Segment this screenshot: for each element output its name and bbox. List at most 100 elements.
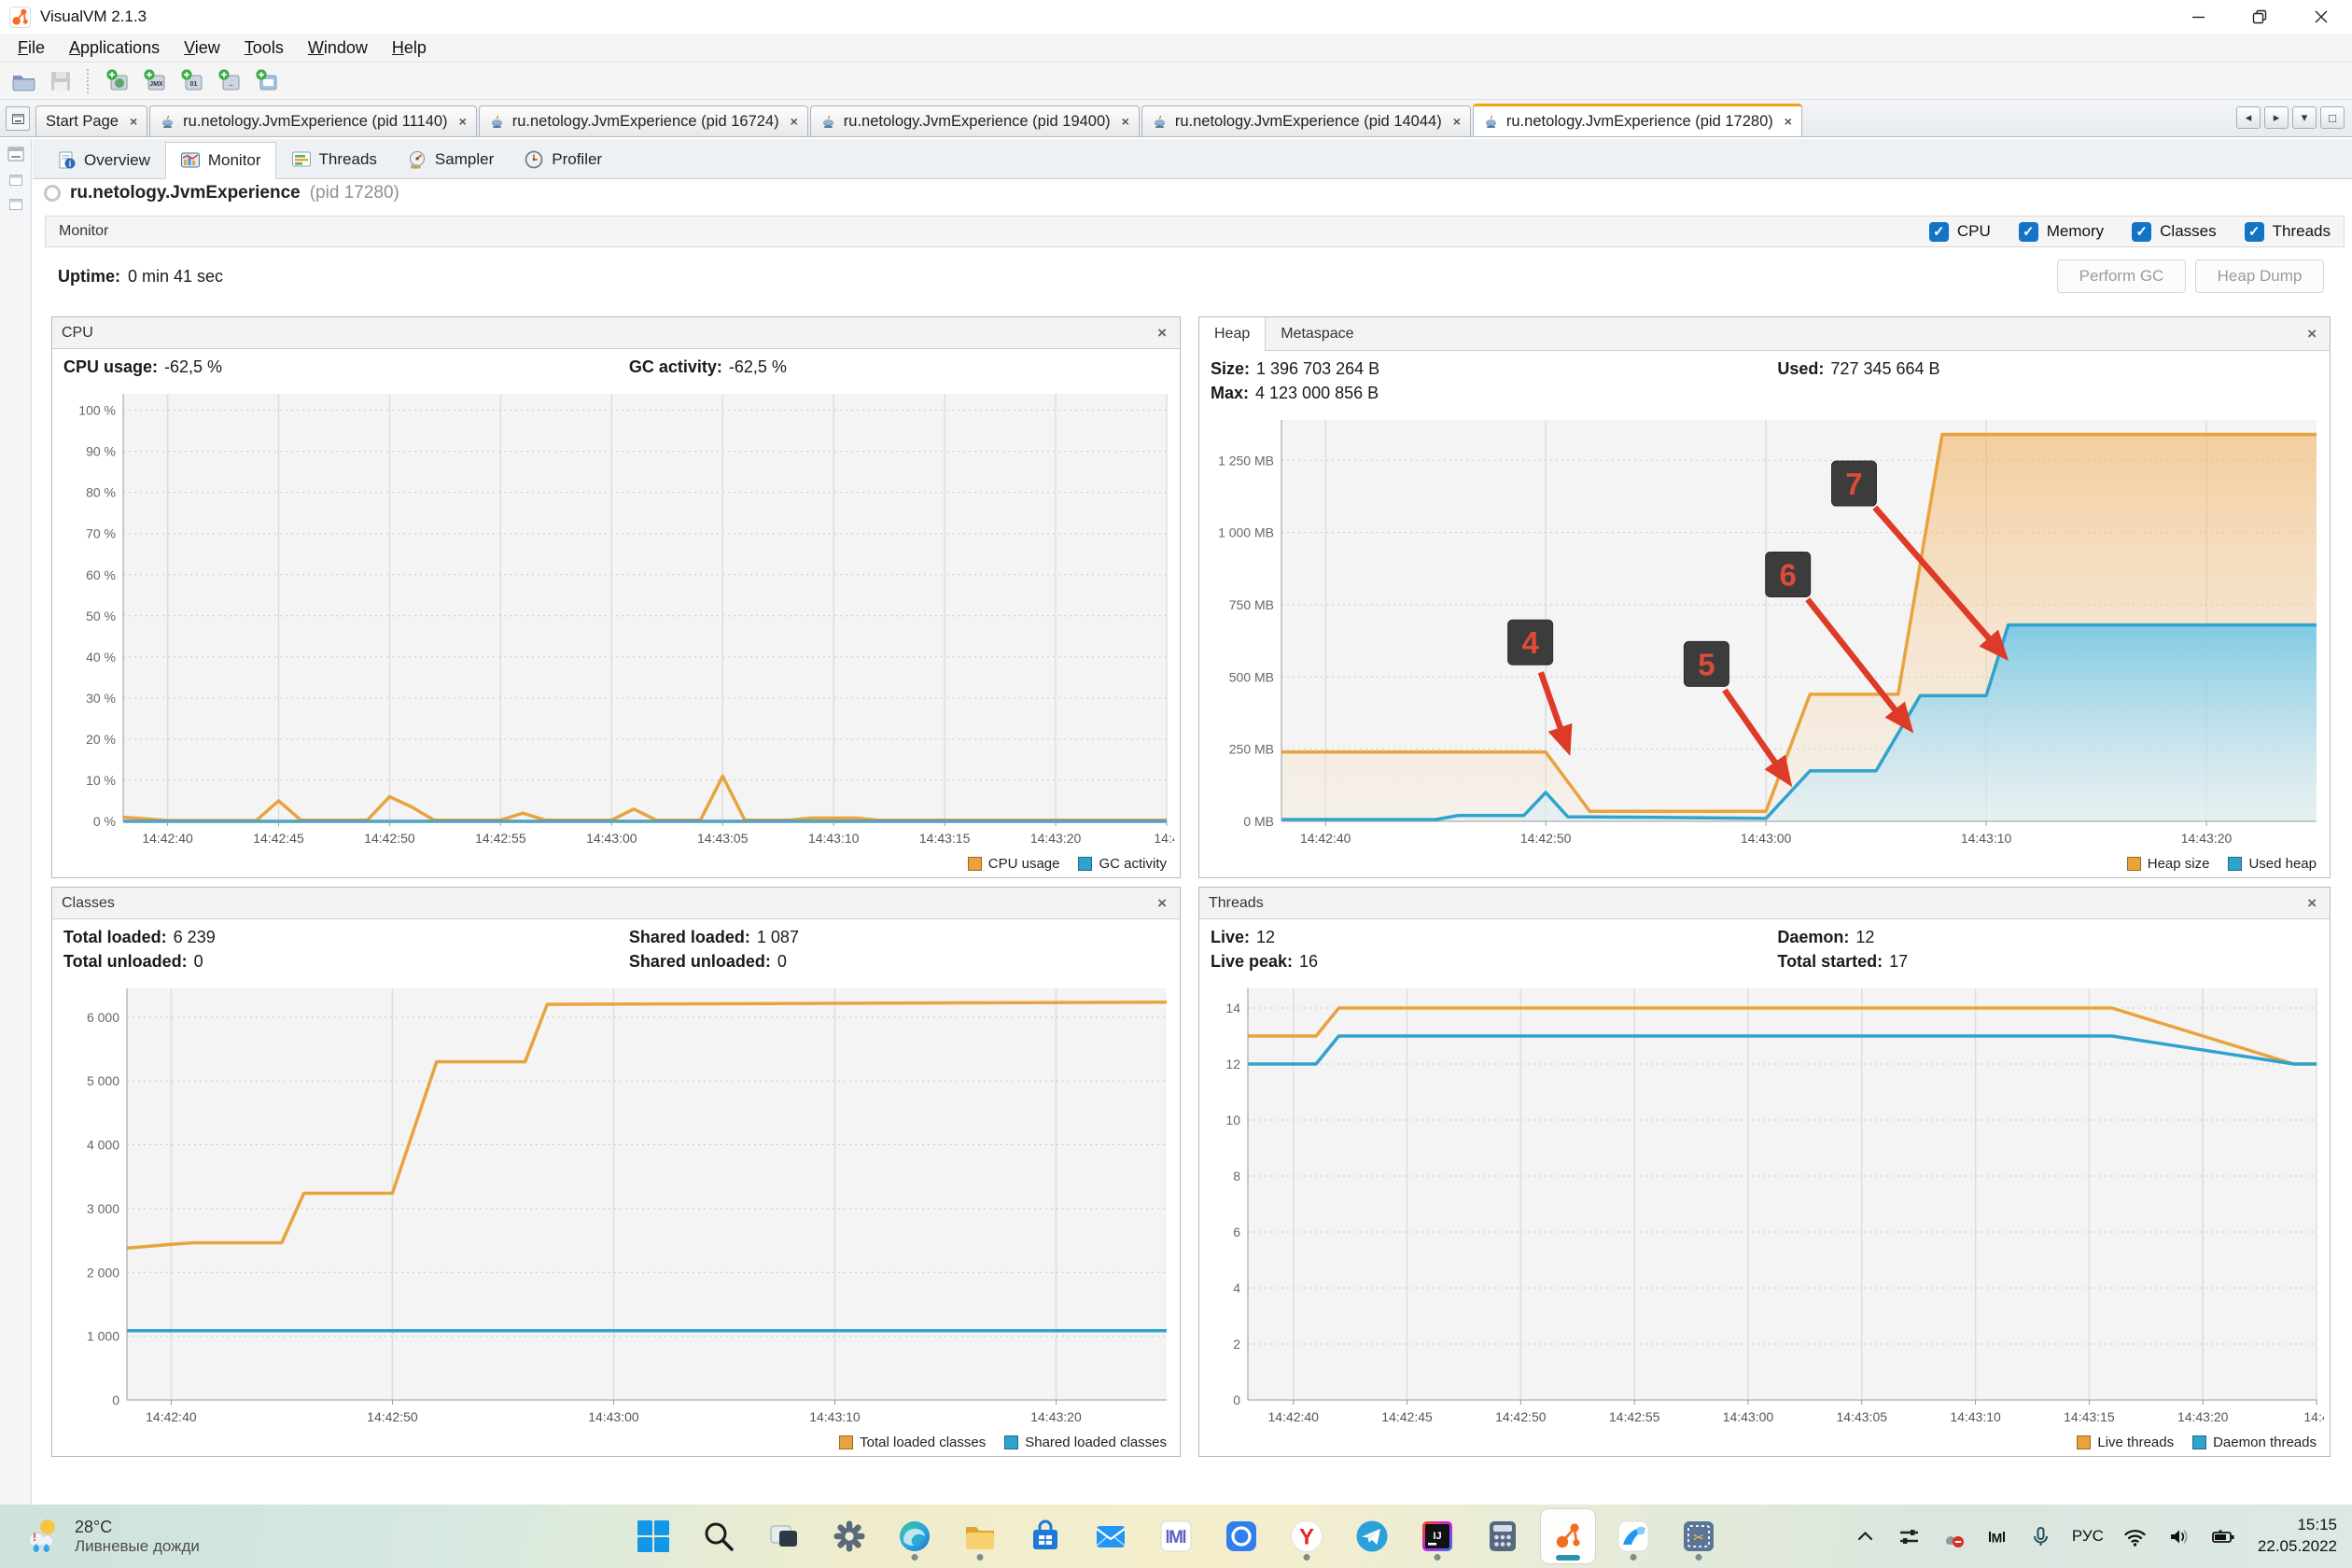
minimized-window-icon[interactable]	[8, 197, 23, 212]
subtab-sampler[interactable]: Sampler	[392, 141, 509, 178]
checkbox-cpu[interactable]: ✓ CPU	[1928, 221, 1991, 242]
heap-tab[interactable]: Heap	[1199, 317, 1267, 351]
mail-button[interactable]	[1084, 1509, 1138, 1563]
metaspace-tab[interactable]: Metaspace	[1281, 325, 1354, 342]
tabs-dropdown-button[interactable]: ▾	[2292, 106, 2317, 129]
heap-dump-button[interactable]: Heap Dump	[2195, 259, 2324, 293]
tab-start-page[interactable]: Start Page ×	[35, 105, 148, 136]
m-tray-icon[interactable]: M	[1984, 1524, 2009, 1549]
load-snapshot-button[interactable]	[7, 66, 39, 96]
tab-pid-11140[interactable]: ru.netology.JvmExperience (pid 11140) ×	[149, 105, 477, 136]
microphone-icon[interactable]	[2028, 1524, 2053, 1549]
close-button[interactable]	[2290, 0, 2352, 34]
menu-file[interactable]: File	[18, 37, 46, 57]
start-button[interactable]	[626, 1509, 680, 1563]
edge-browser-button[interactable]	[888, 1509, 942, 1563]
tab-close-icon[interactable]: ×	[1121, 114, 1129, 129]
tab-label: ru.netology.JvmExperience (pid 11140)	[183, 112, 448, 130]
checkbox-classes[interactable]: ✓ Classes	[2132, 221, 2217, 242]
minimized-window-icon[interactable]	[7, 145, 25, 163]
subtab-profiler[interactable]: Profiler	[509, 141, 617, 178]
minimized-window-icon[interactable]	[8, 173, 23, 188]
checkbox-memory[interactable]: ✓ Memory	[2018, 221, 2104, 242]
add-snapshot-icon	[255, 69, 276, 91]
save-button[interactable]	[45, 66, 77, 96]
subtab-overview[interactable]: i Overview	[42, 142, 165, 178]
weather-temp: 28°C	[75, 1517, 113, 1536]
tab-close-icon[interactable]: ×	[1452, 114, 1461, 129]
tab-close-icon[interactable]: ×	[458, 114, 467, 129]
heap-panel-close-icon[interactable]: ×	[2307, 324, 2317, 343]
menu-help[interactable]: Help	[391, 37, 427, 57]
chevron-up-icon[interactable]	[1853, 1524, 1878, 1549]
process-status-icon	[44, 185, 61, 202]
taskbar-clock[interactable]: 15:15 22.05.2022	[2258, 1515, 2337, 1558]
volume-icon[interactable]	[2166, 1524, 2191, 1549]
subtab-monitor[interactable]: Monitor	[164, 142, 276, 179]
sliders-icon[interactable]	[1897, 1524, 1922, 1549]
cpu-panel-close-icon[interactable]: ×	[1157, 323, 1167, 342]
yandex-browser-button[interactable]: Y	[1280, 1509, 1334, 1563]
tab-pid-17280-active[interactable]: ru.netology.JvmExperience (pid 17280) ×	[1472, 104, 1802, 136]
scroll-tabs-left-button[interactable]: ◂	[2236, 106, 2261, 129]
microsoft-store-button[interactable]	[1018, 1509, 1072, 1563]
tab-pid-16724[interactable]: ru.netology.JvmExperience (pid 16724) ×	[478, 105, 808, 136]
add-remote-host-button[interactable]	[102, 66, 133, 96]
tab-close-icon[interactable]: ×	[1784, 114, 1792, 129]
intellij-idea-button[interactable]: IJ	[1410, 1509, 1464, 1563]
legend-item: Heap size	[2126, 856, 2209, 872]
threads-stats: Live: 12 Daemon: 12 Live peak: 16 Total sta…	[1199, 919, 2330, 975]
restore-button[interactable]	[2229, 0, 2290, 34]
add-jmx-connection-button[interactable]: JMX	[139, 66, 171, 96]
telegram-button[interactable]	[1345, 1509, 1399, 1563]
svg-text:6: 6	[1233, 1225, 1240, 1239]
battery-charging-icon[interactable]	[2210, 1524, 2235, 1549]
tab-close-icon[interactable]: ×	[129, 114, 138, 129]
menu-applications[interactable]: Applications	[69, 37, 161, 57]
svg-text:5 000: 5 000	[87, 1073, 119, 1088]
maximize-tab-button[interactable]: □	[2320, 106, 2345, 129]
snipping-tool-button[interactable]: ✂	[1672, 1509, 1726, 1563]
search-button[interactable]	[692, 1509, 746, 1563]
svg-text:JMX: JMX	[149, 81, 163, 88]
settings-button[interactable]	[822, 1509, 876, 1563]
calculator-button[interactable]	[1476, 1509, 1530, 1563]
perform-gc-button[interactable]: Perform GC	[2057, 259, 2186, 293]
tab-pid-19400[interactable]: ru.netology.JvmExperience (pid 19400) ×	[809, 105, 1140, 136]
tab-close-icon[interactable]: ×	[790, 114, 798, 129]
svg-text:..: ..	[229, 81, 232, 88]
scroll-tabs-right-button[interactable]: ▸	[2264, 106, 2289, 129]
threads-panel-close-icon[interactable]: ×	[2307, 893, 2317, 912]
java-app-icon	[822, 114, 833, 128]
tab-pid-14044[interactable]: ru.netology.JvmExperience (pid 14044) ×	[1141, 105, 1471, 136]
svg-text:14:42:40: 14:42:40	[142, 831, 193, 846]
add-application-snapshot-button[interactable]: ..	[214, 66, 245, 96]
add-snapshot-button[interactable]	[251, 66, 283, 96]
yandex-icon: Y	[1291, 1520, 1323, 1552]
task-view-button[interactable]	[757, 1509, 811, 1563]
m-app-button[interactable]: M	[1149, 1509, 1203, 1563]
classes-panel-close-icon[interactable]: ×	[1157, 893, 1167, 912]
menu-window[interactable]: Window	[307, 37, 368, 57]
svg-text:40 %: 40 %	[86, 650, 116, 665]
language-indicator[interactable]: РУС	[2071, 1527, 2104, 1545]
minimize-button[interactable]	[2167, 0, 2229, 34]
add-vm-coredump-button[interactable]: 01	[176, 66, 208, 96]
menu-tools[interactable]: Tools	[244, 37, 284, 57]
onedrive-paused-icon[interactable]	[1940, 1524, 1966, 1549]
dock-windows-button[interactable]	[6, 106, 30, 131]
tab-navigation: ◂ ▸ ▾ □	[2236, 106, 2352, 136]
checkbox-threads[interactable]: ✓ Threads	[2244, 221, 2331, 242]
svg-text:14:43:10: 14:43:10	[1961, 831, 2012, 846]
subtab-threads[interactable]: Threads	[276, 141, 392, 178]
wifi-icon[interactable]	[2122, 1524, 2148, 1549]
telegram-icon	[1356, 1520, 1388, 1552]
swoosh-app-button[interactable]	[1606, 1509, 1660, 1563]
ring-app-button[interactable]	[1214, 1509, 1268, 1563]
menu-view[interactable]: View	[184, 37, 220, 57]
svg-text:14:42:45: 14:42:45	[1381, 1409, 1433, 1424]
visualvm-taskbar-button[interactable]	[1541, 1509, 1595, 1563]
svg-text:14:43:10: 14:43:10	[808, 831, 860, 846]
file-explorer-button[interactable]	[953, 1509, 1007, 1563]
weather-widget[interactable]: ! 28°C Ливневые дожди	[21, 1515, 200, 1558]
